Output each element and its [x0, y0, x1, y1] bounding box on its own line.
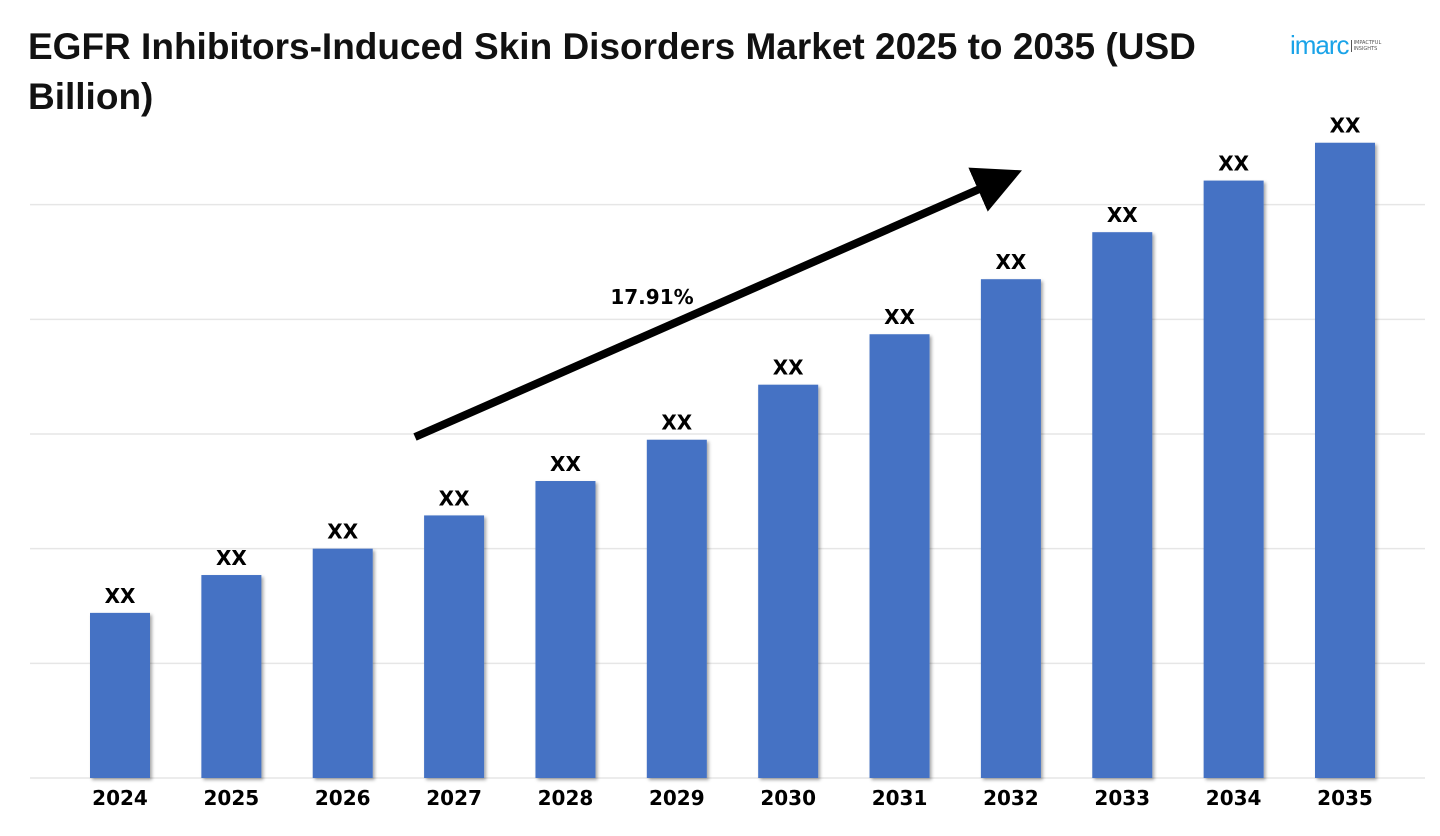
bar-2034: [1203, 180, 1264, 778]
cagr-annotation: 17.91%: [610, 285, 693, 309]
logo-tagline: IMPACTFUL INSIGHTS: [1350, 39, 1381, 52]
data-label-2035: XX: [1330, 114, 1361, 138]
bar-2028: [535, 481, 596, 778]
bar-2030: [758, 384, 819, 778]
x-tick-2030: 2030: [760, 786, 816, 810]
data-label-2026: XX: [327, 520, 358, 544]
x-tick-2024: 2024: [92, 786, 148, 810]
x-tick-2033: 2033: [1094, 786, 1150, 810]
x-tick-2025: 2025: [204, 786, 260, 810]
data-label-2028: XX: [550, 452, 581, 476]
x-tick-2028: 2028: [538, 786, 594, 810]
bar-2032: [980, 279, 1041, 778]
x-tick-2031: 2031: [872, 786, 928, 810]
bar-2026: [312, 548, 373, 778]
data-label-2033: XX: [1107, 203, 1138, 227]
data-label-2034: XX: [1218, 152, 1249, 176]
data-label-2027: XX: [439, 486, 470, 510]
imarc-logo: imarc IMPACTFUL INSIGHTS: [1290, 30, 1381, 61]
x-tick-2029: 2029: [649, 786, 705, 810]
data-label-2029: XX: [661, 411, 692, 435]
x-tick-2034: 2034: [1206, 786, 1262, 810]
bar-2025: [201, 575, 262, 778]
data-label-2030: XX: [773, 356, 804, 380]
logo-word: imarc: [1290, 30, 1350, 60]
bar-2031: [869, 334, 930, 778]
bar-2035: [1315, 142, 1375, 778]
data-label-2032: XX: [995, 250, 1026, 274]
x-tick-2032: 2032: [983, 786, 1039, 810]
data-label-2025: XX: [216, 546, 247, 570]
bar-2029: [646, 439, 707, 778]
x-tick-2027: 2027: [426, 786, 482, 810]
bar-2027: [424, 515, 485, 778]
bar-2033: [1092, 232, 1153, 779]
x-tick-2026: 2026: [315, 786, 371, 810]
data-label-2031: XX: [884, 305, 915, 329]
chart-title: EGFR Inhibitors-Induced Skin Disorders M…: [28, 26, 1196, 117]
bar-2024: [90, 612, 150, 778]
data-label-2024: XX: [105, 584, 136, 608]
growth-arrow: [413, 167, 1022, 441]
x-tick-2035: 2035: [1317, 786, 1373, 810]
